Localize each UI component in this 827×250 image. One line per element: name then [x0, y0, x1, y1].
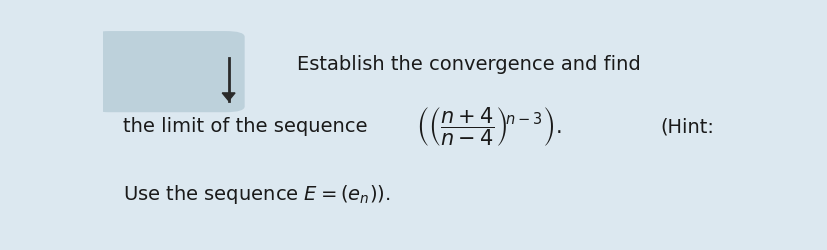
Text: Use the sequence $E = (e_n)).$: Use the sequence $E = (e_n)).$ [122, 182, 390, 205]
Text: $\left(\left(\dfrac{n+4}{n-4}\right)^{\!n-3}\right).$: $\left(\left(\dfrac{n+4}{n-4}\right)^{\!… [415, 105, 561, 148]
FancyBboxPatch shape [91, 32, 245, 113]
Text: (Hint:: (Hint: [660, 117, 714, 136]
Text: the limit of the sequence: the limit of the sequence [122, 117, 367, 136]
Polygon shape [222, 94, 235, 101]
Text: Establish the convergence and find: Establish the convergence and find [297, 55, 640, 74]
